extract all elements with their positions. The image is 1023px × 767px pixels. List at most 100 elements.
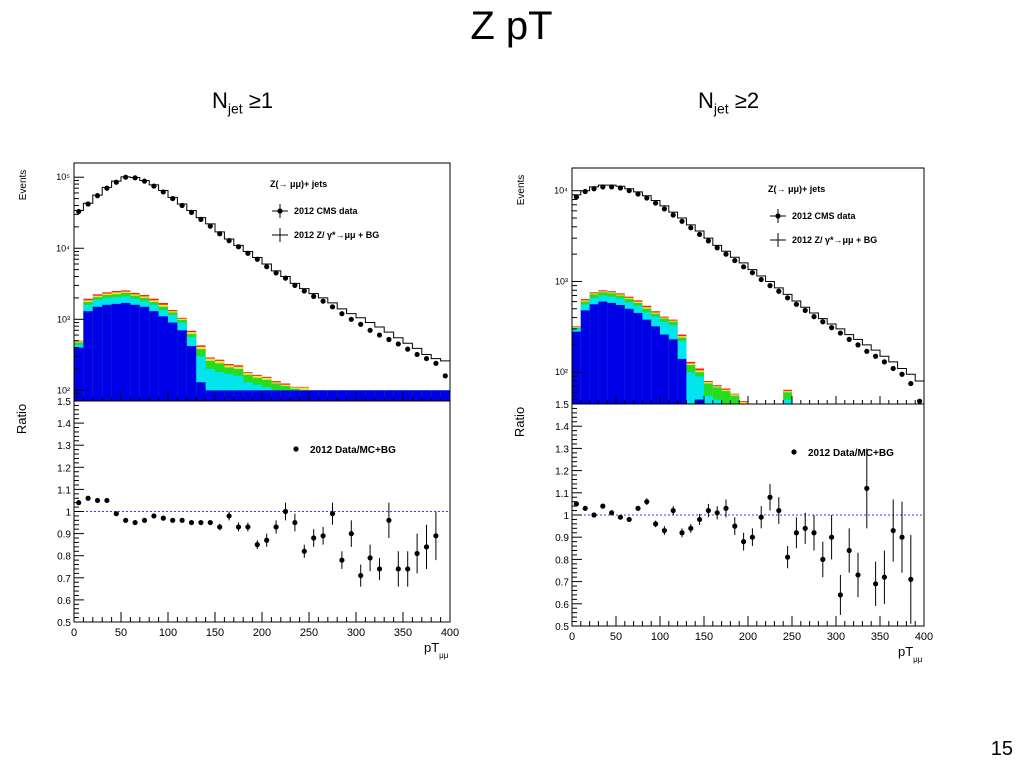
- panel-title-left-suffix: ≥1: [242, 88, 274, 113]
- p2-ratio-point-4: [609, 510, 615, 516]
- p2-top-tick-label-1: 10³: [555, 276, 568, 286]
- p1-bg-blue-bar-38: [431, 390, 441, 401]
- p1-bg-blue-bar-14: [205, 390, 215, 401]
- p2-data-point-3: [600, 184, 606, 190]
- p2-ratio-point-31: [846, 547, 852, 554]
- p2-ratio-point-10: [661, 527, 668, 534]
- p2-xlabel-sub: μμ: [913, 655, 923, 664]
- p1-bg-blue-bar-25: [309, 390, 319, 401]
- p1-ratio-point-11: [179, 517, 185, 523]
- p2-bg-blue-bar-5: [616, 305, 625, 404]
- p1-ratio-point-23: [292, 519, 298, 526]
- p2-ratio-tick-label-6: 1.1: [555, 489, 569, 500]
- panel-title-right-suffix: ≥2: [728, 88, 760, 113]
- p2-data-point-32: [855, 342, 861, 348]
- p2-ratio-point-17: [723, 505, 729, 511]
- p1-ratio-point-32: [376, 566, 383, 572]
- p1-data-point-30: [358, 321, 364, 327]
- p1-ratio-tick-label-7: 1.2: [57, 463, 71, 474]
- p2-ratio-tick-label-8: 1.3: [555, 444, 569, 455]
- p1-bg-cyan-bar-16: [224, 373, 234, 401]
- p2-x-tick-label-7: 350: [871, 631, 889, 643]
- p2-bg-cyan-bar-16: [712, 399, 722, 404]
- p1-data-point-16: [226, 238, 232, 244]
- p1-bg-blue-bar-32: [374, 390, 385, 401]
- p2-data-point-9: [653, 200, 659, 206]
- p2-ratio-point-18: [732, 523, 738, 529]
- p1-x-tick-label-4: 200: [253, 627, 271, 639]
- p1-bg-blue-bar-23: [290, 390, 300, 401]
- p1-data-point-33: [386, 336, 392, 343]
- p2-data-point-34: [873, 353, 879, 359]
- p2-data-point-38: [908, 380, 914, 387]
- p1-x-tick-label-5: 250: [300, 627, 318, 639]
- p1-data-point-28: [339, 311, 345, 317]
- p2-ratio-point-28: [820, 556, 826, 563]
- p1-ratio-tick-label-2: 0.7: [57, 574, 71, 585]
- p1-data-point-12: [188, 209, 195, 215]
- p2-ratio-point-1: [582, 505, 588, 511]
- p2-data-point-16: [714, 245, 720, 251]
- p1-ratio-point-21: [273, 524, 279, 530]
- p2-xlabel: pTμμ: [898, 644, 923, 664]
- p1-data-point-21: [273, 270, 279, 276]
- p1-x-tick-label-2: 100: [159, 627, 177, 639]
- p2-ratio-point-27: [811, 530, 817, 536]
- p2-bg-yellow-bar-19: [739, 401, 748, 404]
- p2-mc-total-line: [571, 184, 924, 404]
- p2-ratio-point-14: [697, 516, 703, 523]
- p1-ratio-point-20: [264, 537, 270, 543]
- p1-ratio-point-19: [254, 542, 260, 548]
- p2-data-point-18: [732, 257, 738, 264]
- p2-bg-blue-bar-1: [580, 310, 590, 404]
- p1-data-point-38: [433, 360, 439, 366]
- p1-bg-blue-bar-21: [271, 390, 281, 401]
- p1-data-point-3: [104, 185, 110, 191]
- p1-ratio-point-28: [339, 557, 345, 563]
- p1-bg-blue-bar-17: [233, 390, 244, 401]
- p1-data-point-9: [160, 189, 166, 195]
- p2-bg-blue-bar-9: [651, 326, 660, 404]
- p2-ratio-tick-label-7: 1.2: [555, 467, 569, 478]
- p1-data-point-8: [151, 183, 157, 189]
- p2-ratio-point-20: [749, 534, 756, 540]
- p2-bg-blue-bar-12: [677, 358, 687, 404]
- p1-ratio-point-14: [207, 519, 213, 526]
- p1-data-point-36: [414, 351, 420, 358]
- p1-ratio-tick-label-10: 1.5: [57, 397, 71, 408]
- p2-ratio-point-33: [864, 485, 870, 491]
- p2-ratio-tick-label-1: 0.6: [555, 600, 569, 611]
- p1-bg-blue-bar-1: [83, 311, 93, 401]
- p2-data-point-17: [723, 251, 729, 257]
- p2-ratio-point-19: [741, 539, 747, 545]
- p1-legend-entry-mc: 2012 Z/ γ*→μμ + BG: [294, 230, 379, 240]
- p1-ratio-point-33: [386, 517, 392, 523]
- p1-ratio-tick-label-1: 0.6: [57, 596, 71, 607]
- p2-data-point-30: [837, 330, 844, 336]
- p1-bg-blue-bar-27: [327, 390, 338, 401]
- p2-xlabel-main: pT: [898, 644, 913, 659]
- p1-bg-blue-bar-15: [215, 390, 225, 401]
- p1-data-point-2: [94, 193, 101, 199]
- p1-bg-blue-bar-8: [149, 311, 159, 401]
- p1-ratio-point-26: [320, 533, 326, 539]
- p1-ratio-point-30: [358, 572, 364, 579]
- p1-bg-blue-bar-6: [130, 304, 140, 401]
- p2-x-tick-label-3: 150: [695, 631, 713, 643]
- p1-bg-blue-bar-31: [365, 390, 375, 401]
- p1-bg-blue-bar-2: [92, 306, 103, 401]
- p1-bg-blue-bar-3: [102, 304, 112, 401]
- p2-data-point-2: [591, 186, 597, 192]
- p2-data-point-31: [846, 336, 852, 342]
- p2-bg-green-bar-16: [712, 387, 722, 404]
- p2-ratio-point-8: [644, 499, 650, 505]
- p1-bg-blue-bar-11: [177, 330, 187, 401]
- p1-top-tick-label-3: 10⁵: [56, 172, 70, 182]
- p2-legend-header: Z(→ μμ)+ jets: [768, 184, 825, 194]
- p2-data-point-14: [697, 231, 703, 237]
- p1-bg-blue-bar-5: [121, 302, 131, 401]
- p1-ratio-legend-marker: [293, 446, 299, 452]
- p1-ratio-point-9: [160, 515, 166, 521]
- p1-bg-blue-bar-0: [74, 347, 84, 401]
- p1-top-ylabel: Events: [18, 170, 29, 201]
